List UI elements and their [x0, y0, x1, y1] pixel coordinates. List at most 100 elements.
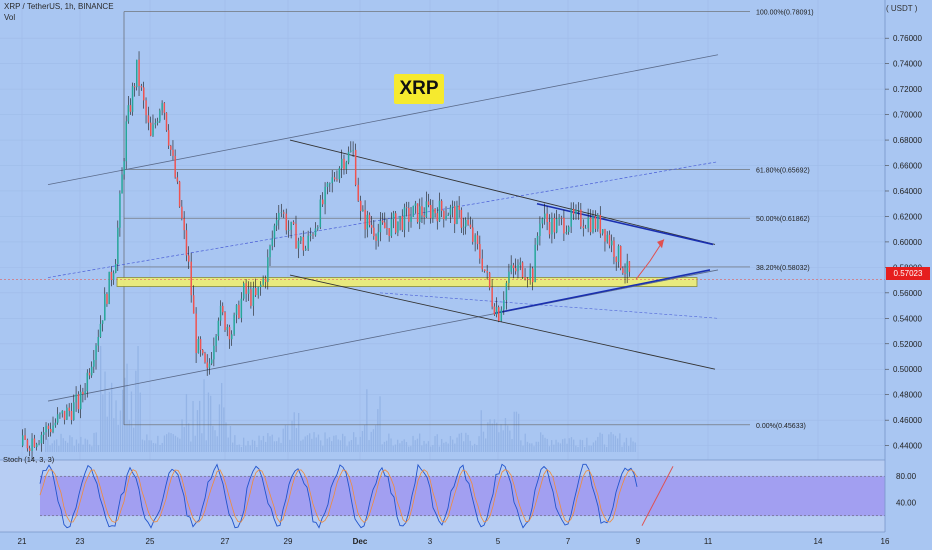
- candle-body: [373, 227, 375, 237]
- volume-bar: [337, 439, 339, 452]
- volume-bar: [170, 433, 172, 452]
- volume-bar: [236, 444, 238, 452]
- candle-body: [423, 215, 425, 217]
- candle-body: [73, 402, 75, 420]
- candle-body: [106, 293, 108, 304]
- volume-bar: [348, 441, 350, 452]
- candle-body: [26, 439, 29, 449]
- volume-bar: [403, 439, 405, 452]
- volume-bar: [610, 432, 612, 452]
- volume-bar: [392, 445, 394, 452]
- volume-bar: [588, 445, 590, 452]
- candle-body: [481, 258, 483, 270]
- volume-bar: [590, 445, 592, 452]
- candle-body: [252, 288, 255, 306]
- volume-bar: [518, 413, 520, 452]
- volume-bar: [526, 441, 529, 452]
- volume-bar: [183, 426, 185, 452]
- volume-bar: [335, 435, 337, 452]
- candle-body: [269, 246, 271, 258]
- volume-bar: [430, 446, 432, 452]
- volume-bar: [405, 442, 408, 452]
- volume-bar: [553, 444, 555, 452]
- candle-body: [449, 207, 452, 215]
- candle-body: [145, 100, 147, 116]
- volume-bar: [137, 346, 139, 452]
- candle-body: [152, 124, 154, 136]
- volume-bar: [168, 432, 170, 452]
- candle-body: [319, 199, 322, 228]
- time-axis[interactable]: 21 23 25 27 29 Dec 3 5 7 9 11 14 16: [0, 531, 932, 550]
- candle-body: [416, 203, 419, 223]
- price-tick-label: 0.48000: [893, 391, 922, 400]
- volume-bar: [291, 420, 293, 452]
- candle-body: [68, 407, 70, 411]
- volume-bar: [227, 437, 229, 452]
- volume-bar: [353, 432, 355, 452]
- candle-body: [343, 158, 345, 170]
- candle-body: [536, 236, 539, 245]
- volume-bar: [51, 443, 53, 452]
- candle-body: [59, 413, 61, 415]
- candle-body: [517, 264, 519, 272]
- volume-bar: [251, 439, 254, 452]
- volume-bar: [399, 443, 401, 452]
- time-tick-label: Dec: [353, 537, 368, 546]
- volume-bar: [320, 440, 322, 452]
- volume-bar: [370, 431, 372, 452]
- volume-bar: [359, 436, 361, 452]
- volume-bar: [386, 440, 388, 452]
- trend-channels: [47, 54, 719, 402]
- candle-body: [597, 214, 599, 229]
- volume-bar: [456, 437, 458, 452]
- candle-body: [29, 448, 31, 452]
- candle-body: [427, 201, 430, 206]
- volume-bar: [350, 439, 353, 452]
- volume-bar: [254, 440, 256, 452]
- candle-body: [613, 240, 615, 258]
- candle-body: [338, 168, 341, 180]
- candle-body: [324, 186, 326, 205]
- time-tick-label: 5: [496, 537, 501, 546]
- lower-dotted-channel: [379, 292, 719, 319]
- candle-body: [275, 220, 278, 226]
- upper-channel-line: [47, 54, 719, 186]
- candle-body: [445, 215, 447, 220]
- volume-bar: [478, 436, 480, 452]
- volume-bar: [306, 435, 309, 452]
- candle-body: [611, 240, 613, 246]
- candle-body: [302, 236, 305, 251]
- candle-body: [129, 105, 132, 112]
- candle-body: [551, 218, 553, 235]
- volume-bar: [333, 435, 335, 452]
- volume-bar: [287, 425, 289, 452]
- candle-body: [560, 217, 563, 219]
- volume-bar: [100, 345, 102, 452]
- candle-body: [604, 229, 606, 242]
- volume-bar: [161, 442, 163, 452]
- volume-bar: [258, 435, 260, 452]
- candle-body: [322, 199, 324, 205]
- candle-body: [474, 235, 476, 242]
- time-tick-label: 23: [76, 537, 85, 546]
- candle-body: [125, 121, 127, 162]
- volume-bar: [603, 444, 606, 452]
- candle-body: [228, 327, 231, 340]
- time-tick-label: 3: [428, 537, 433, 546]
- volume-bars: [45, 345, 636, 452]
- candle-body: [456, 205, 458, 224]
- volume-bar: [595, 440, 597, 452]
- volume-bar: [163, 435, 166, 452]
- candle-body: [156, 121, 159, 123]
- candle-body: [362, 209, 364, 212]
- candle-body: [233, 314, 235, 335]
- price-tick-label: 0.52000: [893, 340, 922, 349]
- candle-body: [215, 336, 217, 346]
- price-axis[interactable]: 0.76000 0.74000 0.72000 0.70000 0.68000 0.660…: [884, 0, 932, 532]
- candle-body: [510, 265, 512, 272]
- candle-body: [594, 216, 597, 229]
- volume-bar: [117, 424, 119, 452]
- volume-bar: [460, 432, 463, 452]
- candle-body: [451, 206, 454, 208]
